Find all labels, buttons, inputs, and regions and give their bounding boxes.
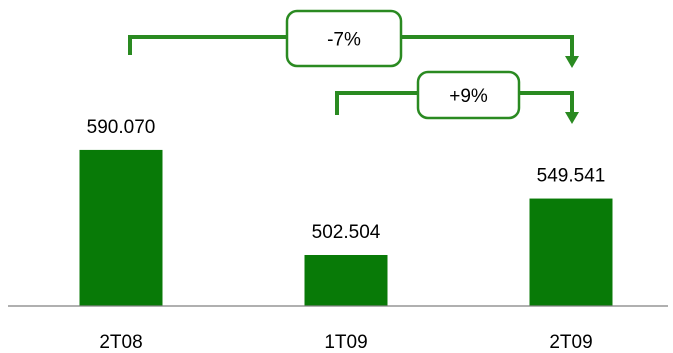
value-label-2t08: 590.070: [87, 117, 156, 138]
bars-group: [79, 149, 613, 306]
value-label-1t09: 502.504: [312, 222, 381, 243]
change-label: -7%: [327, 30, 361, 51]
category-label-1t09: 1T09: [324, 332, 367, 353]
bar-2t08: [79, 149, 163, 306]
change-label: +9%: [449, 86, 488, 107]
category-label-2t08: 2T08: [99, 332, 142, 353]
value-label-2t09: 549.541: [537, 166, 606, 187]
bar-1t09: [304, 254, 388, 306]
value-labels-group: 590.070 502.504 549.541: [87, 117, 606, 243]
annotations-group: -7% +9%: [128, 9, 579, 124]
change-box: [285, 9, 403, 68]
change-annotation-2: +9%: [335, 70, 579, 124]
category-labels-group: 2T08 1T09 2T09: [99, 332, 592, 353]
arrow-head-icon: [565, 56, 579, 68]
change-annotation-1: -7%: [128, 9, 579, 68]
change-box: [416, 70, 521, 120]
arrow-head-icon: [565, 112, 579, 124]
category-label-2t09: 2T09: [549, 332, 592, 353]
bar-2t09: [529, 198, 613, 306]
